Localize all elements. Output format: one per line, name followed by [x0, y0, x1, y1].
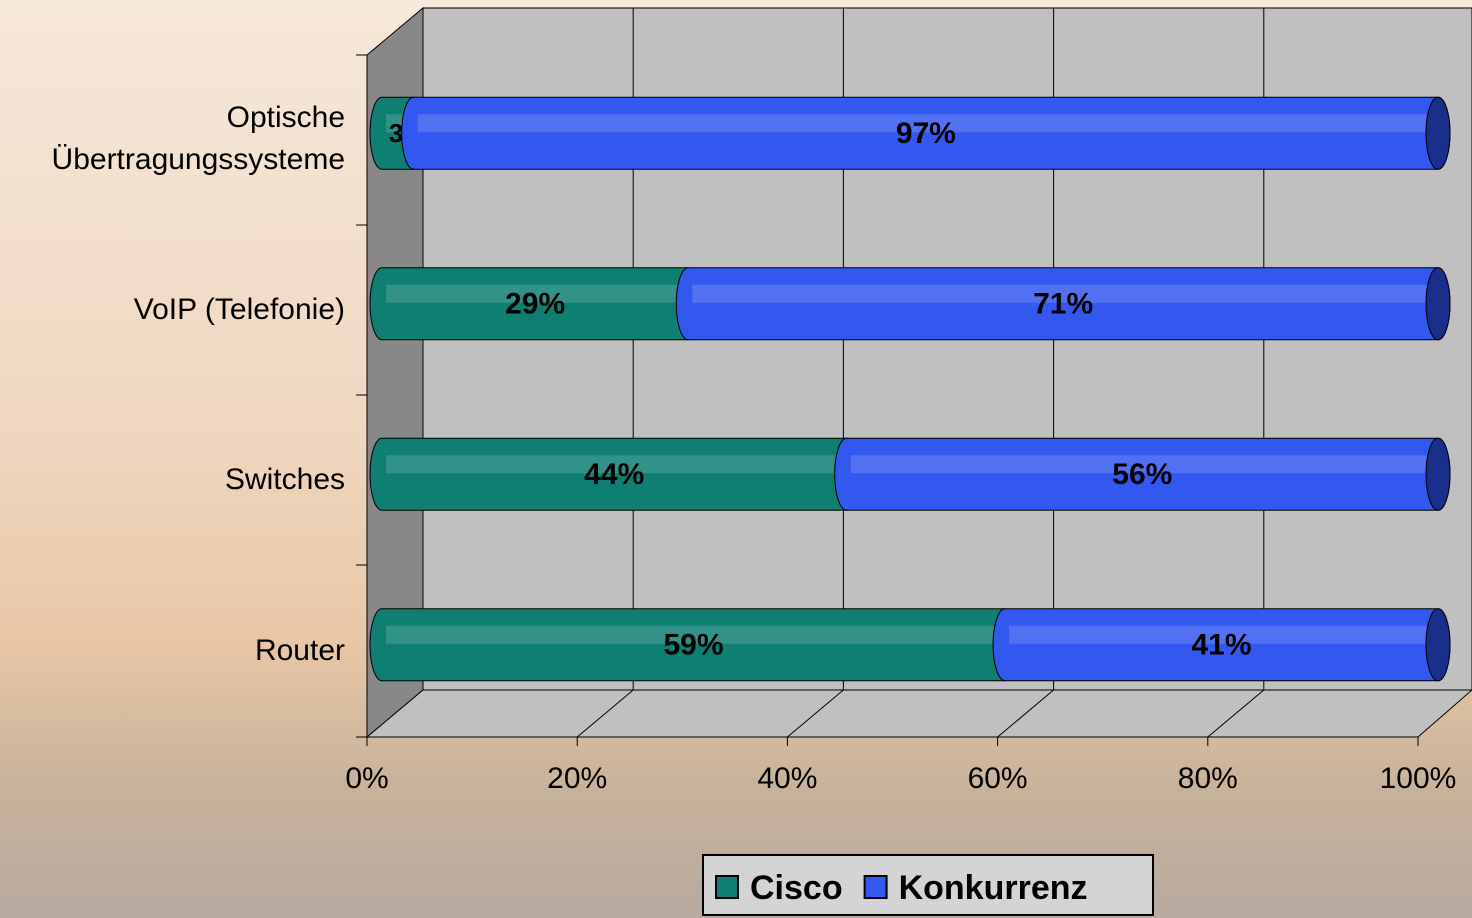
value-label: 41%	[1191, 629, 1251, 662]
legend-swatch	[715, 875, 739, 899]
x-tick-label: 80%	[1178, 762, 1238, 795]
bar-cap	[1425, 608, 1451, 682]
bar-cap	[1425, 96, 1451, 170]
value-label: 71%	[1033, 288, 1093, 321]
value-label: 59%	[663, 629, 723, 662]
grid-line	[787, 689, 844, 738]
value-label: 3	[389, 118, 403, 148]
value-label: 97%	[896, 117, 956, 150]
bar-cap	[1425, 437, 1451, 511]
legend-box	[702, 854, 1154, 916]
x-tick-label: 0%	[345, 762, 388, 795]
x-tick-label: 40%	[757, 762, 817, 795]
legend-swatch	[863, 875, 888, 899]
bar-cap	[1425, 267, 1451, 341]
legend-label: Konkurrenz	[899, 869, 1088, 907]
legend-label: Cisco	[750, 869, 843, 907]
value-label: 44%	[584, 458, 644, 491]
x-tick-label: 20%	[547, 762, 607, 795]
floor	[365, 689, 1472, 738]
x-tick-label: 100%	[1380, 762, 1457, 795]
category-label: Router	[254, 633, 345, 667]
grid-line	[1207, 689, 1265, 738]
category-label: Optische Übertragungssysteme	[51, 101, 345, 177]
value-label: 29%	[505, 288, 565, 321]
category-ticks	[356, 54, 367, 738]
value-label: 56%	[1112, 458, 1172, 491]
category-label: Switches	[224, 463, 345, 497]
x-tick-label: 60%	[968, 762, 1028, 795]
grid-line	[576, 689, 634, 738]
grid-line	[997, 689, 1054, 738]
category-label: VoIP (Telefonie)	[133, 292, 345, 326]
